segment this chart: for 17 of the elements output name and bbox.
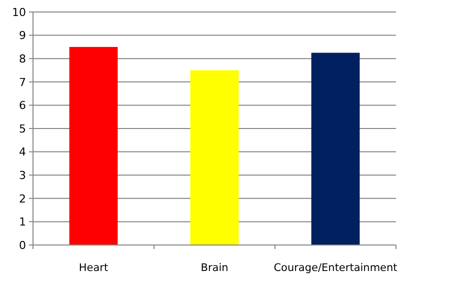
bar	[190, 70, 239, 245]
y-tick-label: 8	[19, 52, 26, 66]
x-tick-label: Brain	[200, 262, 228, 274]
x-tick-label: Courage/Entertainment	[274, 262, 398, 274]
y-tick-label: 0	[19, 238, 26, 252]
y-tick-label: 7	[19, 76, 26, 89]
bar	[69, 46, 118, 245]
y-tick-label: 5	[19, 122, 26, 136]
bar	[311, 52, 360, 245]
y-tick-label: 3	[19, 168, 26, 182]
y-tick-label: 6	[19, 99, 26, 112]
y-tick-label: 4	[19, 146, 26, 159]
y-tick-label: 10	[12, 6, 26, 19]
y-tick-label: 2	[19, 192, 26, 206]
y-tick-label: 1	[19, 216, 26, 229]
x-tick-label: Heart	[78, 262, 108, 274]
y-tick-label: 9	[19, 29, 26, 42]
